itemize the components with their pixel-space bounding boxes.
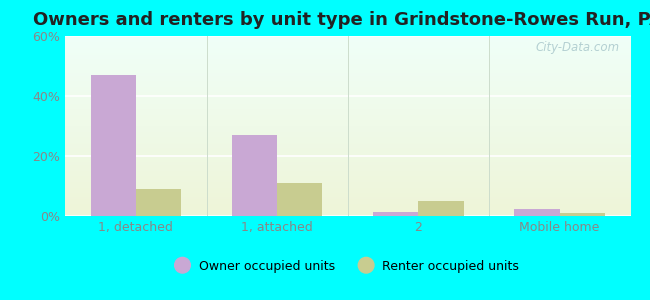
Bar: [560, 213, 604, 216]
Text: City-Data.com: City-Data.com: [535, 41, 619, 54]
Bar: [277, 183, 322, 216]
Legend: Owner occupied units, Renter occupied units: Owner occupied units, Renter occupied un…: [171, 255, 525, 278]
Bar: [419, 201, 463, 216]
Bar: [91, 75, 136, 216]
Bar: [373, 212, 419, 216]
Bar: [136, 189, 181, 216]
Bar: [232, 135, 277, 216]
Bar: [514, 208, 560, 216]
Title: Owners and renters by unit type in Grindstone-Rowes Run, PA: Owners and renters by unit type in Grind…: [32, 11, 650, 29]
